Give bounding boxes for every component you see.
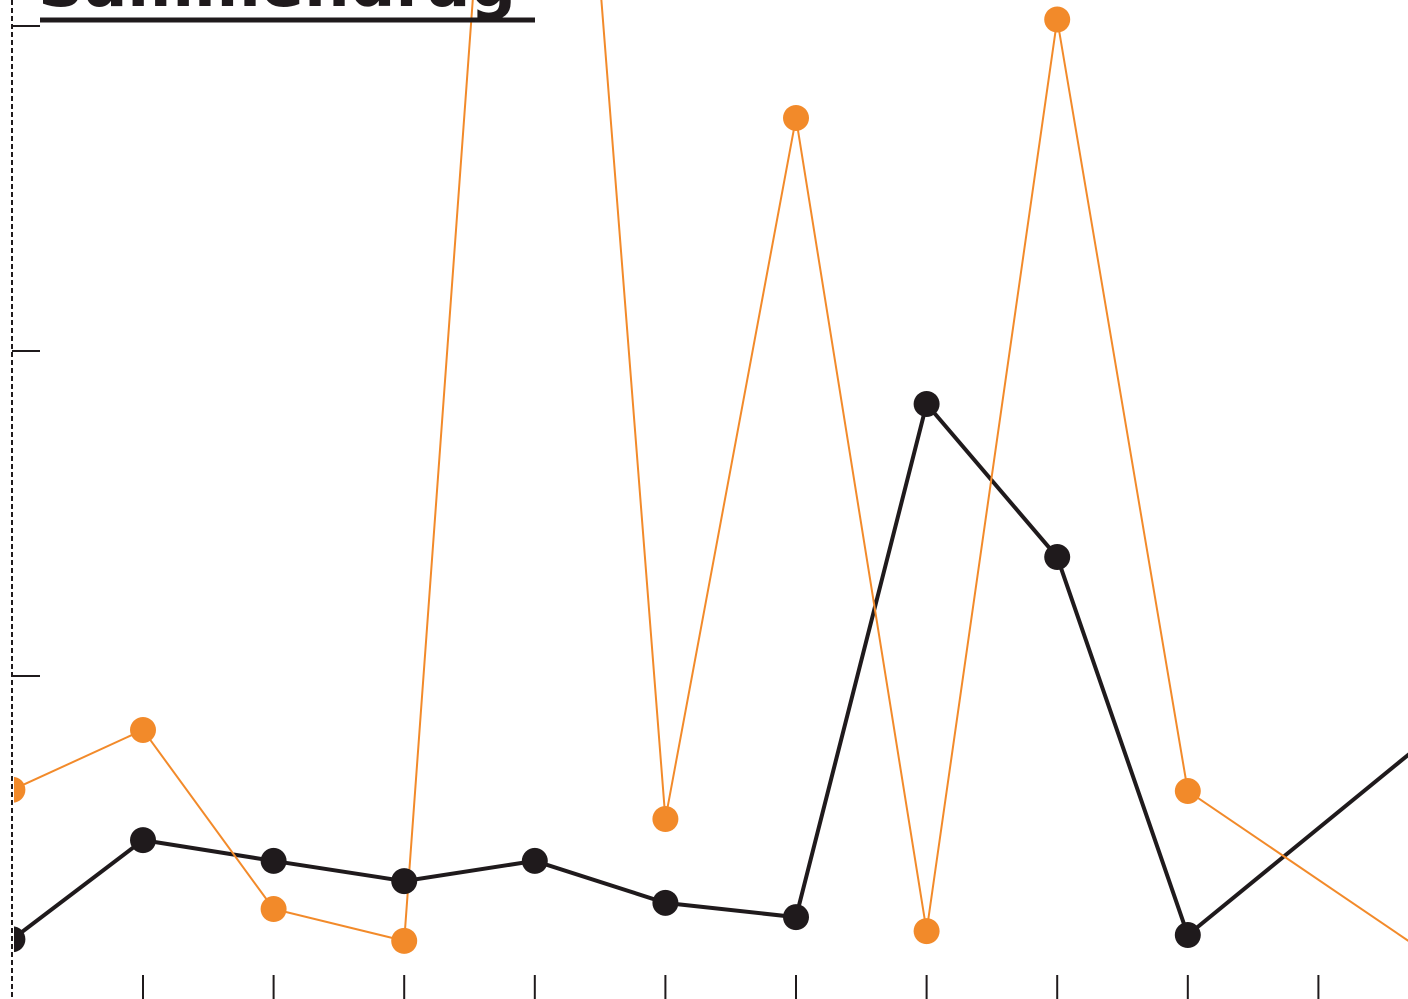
data-point	[14, 776, 26, 803]
data-point	[1044, 544, 1071, 571]
data-point	[913, 390, 940, 417]
data-point	[652, 889, 679, 916]
data-point	[783, 904, 810, 931]
data-point	[1174, 922, 1201, 949]
data-point	[521, 847, 548, 874]
chart-title: Sammendrag	[38, 0, 516, 22]
series-line	[14, 399, 1408, 941]
data-point	[1174, 778, 1201, 805]
data-point	[260, 896, 287, 923]
data-point	[652, 806, 679, 832]
data-point	[391, 927, 418, 954]
data-point	[14, 926, 26, 953]
data-point	[260, 847, 287, 874]
data-point	[130, 716, 157, 743]
data-point	[1044, 6, 1071, 33]
series-line	[14, 0, 1408, 943]
data-point	[783, 104, 810, 131]
data-point	[913, 918, 940, 945]
data-point	[130, 827, 157, 854]
data-point	[391, 868, 418, 895]
